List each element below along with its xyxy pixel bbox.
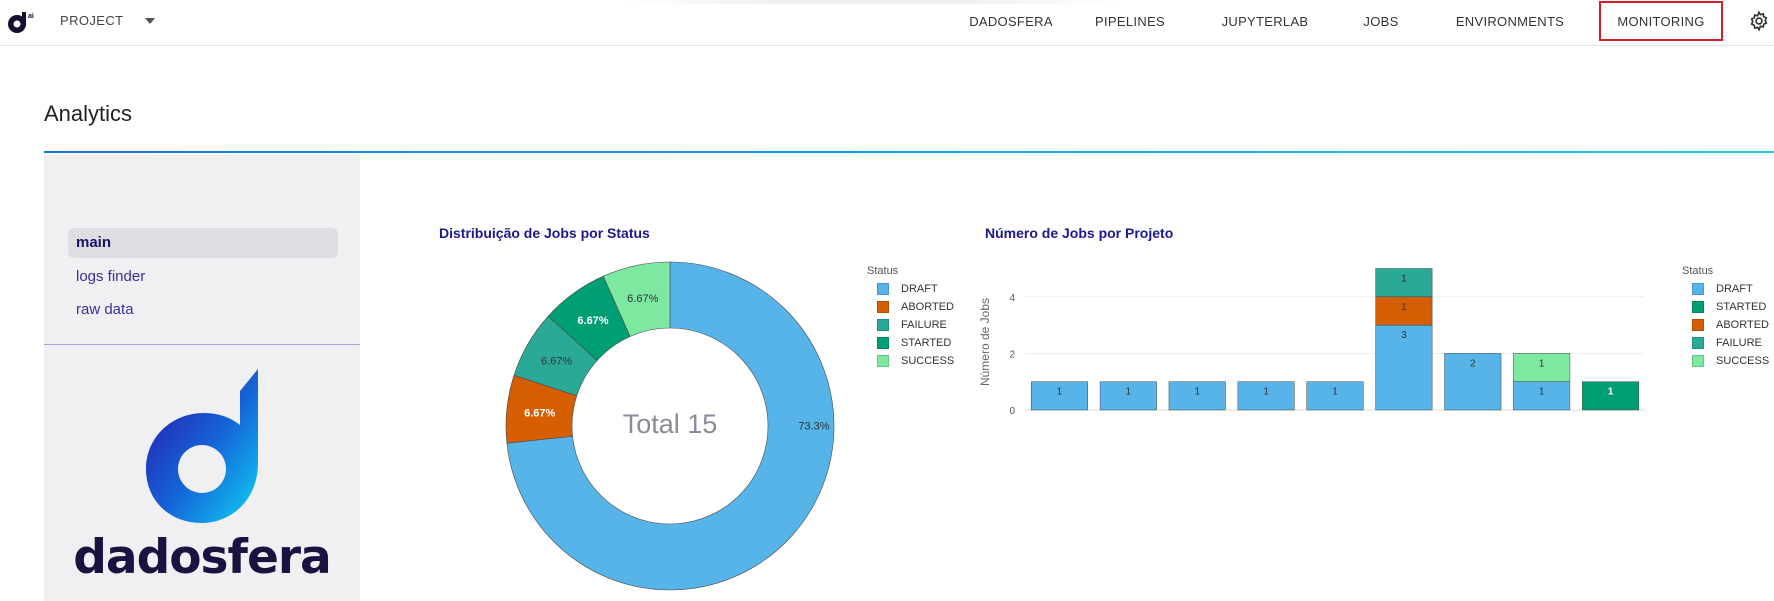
sidebar-item-logs-finder[interactable]: logs finder <box>76 268 146 285</box>
legend-swatch <box>1692 355 1704 367</box>
legend-swatch <box>877 337 889 349</box>
donut-legend: Status DRAFT ABORTED FAILURE STARTED SUCCESS <box>867 265 954 370</box>
dadosfera-logo-icon[interactable]: ai <box>4 7 34 37</box>
donut-legend-item-success[interactable]: SUCCESS <box>867 352 954 370</box>
nav-monitoring[interactable]: MONITORING <box>1599 1 1723 41</box>
donut-legend-title: Status <box>867 265 899 277</box>
y-tick-label: 4 <box>1009 293 1015 304</box>
bar-segment-draft[interactable] <box>1513 381 1571 411</box>
bar-legend-item-draft[interactable]: DRAFT <box>1682 280 1769 298</box>
donut-label-started: 6.67% <box>577 315 608 327</box>
legend-swatch <box>1692 301 1704 313</box>
bar-value-label: 1 <box>1332 387 1338 398</box>
bar-segment-started[interactable] <box>1582 381 1640 411</box>
legend-label: ABORTED <box>1716 319 1769 331</box>
donut-label-failure: 6.67% <box>541 356 572 368</box>
project-selector-label[interactable]: PROJECT <box>60 13 124 28</box>
legend-label: STARTED <box>1716 301 1767 313</box>
bar-value-label: 3 <box>1401 330 1407 341</box>
bar-value-label: 1 <box>1539 358 1545 369</box>
bar-segment-failure[interactable] <box>1375 268 1433 298</box>
donut-slice-draft[interactable] <box>506 261 835 591</box>
bar-segment-draft[interactable] <box>1030 381 1088 411</box>
y-tick-label: 2 <box>1009 349 1015 360</box>
legend-label: DRAFT <box>1716 283 1753 295</box>
legend-label: SUCCESS <box>901 355 955 367</box>
legend-swatch <box>1692 283 1704 295</box>
dadosfera-brand-logo <box>146 369 258 523</box>
bar-legend: Status DRAFT STARTED ABORTED FAILURE SUCCESS <box>1682 265 1769 370</box>
gear-icon[interactable] <box>1748 10 1770 32</box>
legend-label: FAILURE <box>901 319 947 331</box>
bar-legend-item-aborted[interactable]: ABORTED <box>1682 316 1769 334</box>
legend-label: FAILURE <box>1716 337 1762 349</box>
bar-segment-draft[interactable] <box>1099 381 1157 411</box>
nav-environments[interactable]: ENVIRONMENTS <box>1455 13 1565 29</box>
donut-chart-title: Distribuição de Jobs por Status <box>439 225 650 241</box>
donut-legend-item-draft[interactable]: DRAFT <box>867 280 954 298</box>
bar-value-label: 1 <box>1126 387 1132 398</box>
bar-segment-draft[interactable] <box>1375 324 1433 411</box>
top-navigation-bar: ai PROJECT DADOSFERA PIPELINES JUPYTERLA… <box>0 0 1774 46</box>
bar-value-label: 1 <box>1194 387 1200 398</box>
sidebar-divider <box>44 344 360 345</box>
chevron-down-icon[interactable] <box>145 18 155 24</box>
donut-slice-success[interactable] <box>602 261 671 337</box>
bar-segment-draft[interactable] <box>1237 381 1295 411</box>
bar-value-label: 1 <box>1401 274 1407 285</box>
bar-value-label: 1 <box>1401 302 1407 313</box>
sidebar-item-main[interactable]: main <box>68 228 338 258</box>
donut-label-draft: 73.3% <box>798 420 829 432</box>
bar-legend-item-success[interactable]: SUCCESS <box>1682 352 1769 370</box>
page-title: Analytics <box>44 101 133 126</box>
bar-value-label: 2 <box>1470 358 1476 369</box>
bar-segment-draft[interactable] <box>1168 381 1226 411</box>
top-shadow-strip <box>620 0 1120 4</box>
legend-swatch <box>877 319 889 331</box>
bar-value-label: 1 <box>1539 387 1545 398</box>
bar-value-label: 1 <box>1608 387 1614 398</box>
donut-center-total: Total 15 <box>622 409 718 439</box>
legend-swatch <box>877 283 889 295</box>
donut-legend-item-failure[interactable]: FAILURE <box>867 316 954 334</box>
legend-swatch <box>877 301 889 313</box>
bar-legend-title: Status <box>1682 265 1714 277</box>
legend-swatch <box>1692 337 1704 349</box>
donut-label-success: 6.67% <box>627 293 658 305</box>
donut-legend-item-aborted[interactable]: ABORTED <box>867 298 954 316</box>
bar-value-label: 1 <box>1263 387 1269 398</box>
bar-segment-draft[interactable] <box>1444 353 1502 411</box>
svg-text:ai: ai <box>28 13 34 20</box>
legend-swatch <box>877 355 889 367</box>
legend-swatch <box>1692 319 1704 331</box>
bar-segment-draft[interactable] <box>1306 381 1364 411</box>
nav-dadosfera[interactable]: DADOSFERA <box>969 13 1053 29</box>
brand-wordmark: dadosfera <box>73 530 332 585</box>
legend-label: SUCCESS <box>1716 355 1770 367</box>
nav-jupyterlab[interactable]: JUPYTERLAB <box>1221 13 1309 29</box>
nav-pipelines[interactable]: PIPELINES <box>1095 13 1165 29</box>
bar-legend-item-failure[interactable]: FAILURE <box>1682 334 1769 352</box>
legend-label: STARTED <box>901 337 952 349</box>
bar-chart: 0 2 4 1 1 1 1 1 3 1 1 2 1 1 1 <box>1009 268 1645 417</box>
sidebar: main logs finder raw data dadosfera <box>44 155 360 601</box>
bar-value-label: 1 <box>1057 387 1063 398</box>
bar-chart-title: Número de Jobs por Projeto <box>985 225 1174 241</box>
bar-segment-success[interactable] <box>1513 353 1571 382</box>
sidebar-item-raw-data[interactable]: raw data <box>76 301 134 318</box>
legend-label: DRAFT <box>901 283 938 295</box>
donut-legend-item-started[interactable]: STARTED <box>867 334 954 352</box>
nav-jobs[interactable]: JOBS <box>1363 13 1399 29</box>
bar-legend-item-started[interactable]: STARTED <box>1682 298 1769 316</box>
donut-label-aborted: 6.67% <box>524 407 555 419</box>
donut-chart: 73.3% 6.67% 6.67% 6.67% 6.67% <box>505 261 835 591</box>
y-tick-label: 0 <box>1009 406 1015 417</box>
legend-label: ABORTED <box>901 301 954 313</box>
title-divider <box>44 151 1774 153</box>
bar-segment-aborted[interactable] <box>1375 296 1433 326</box>
